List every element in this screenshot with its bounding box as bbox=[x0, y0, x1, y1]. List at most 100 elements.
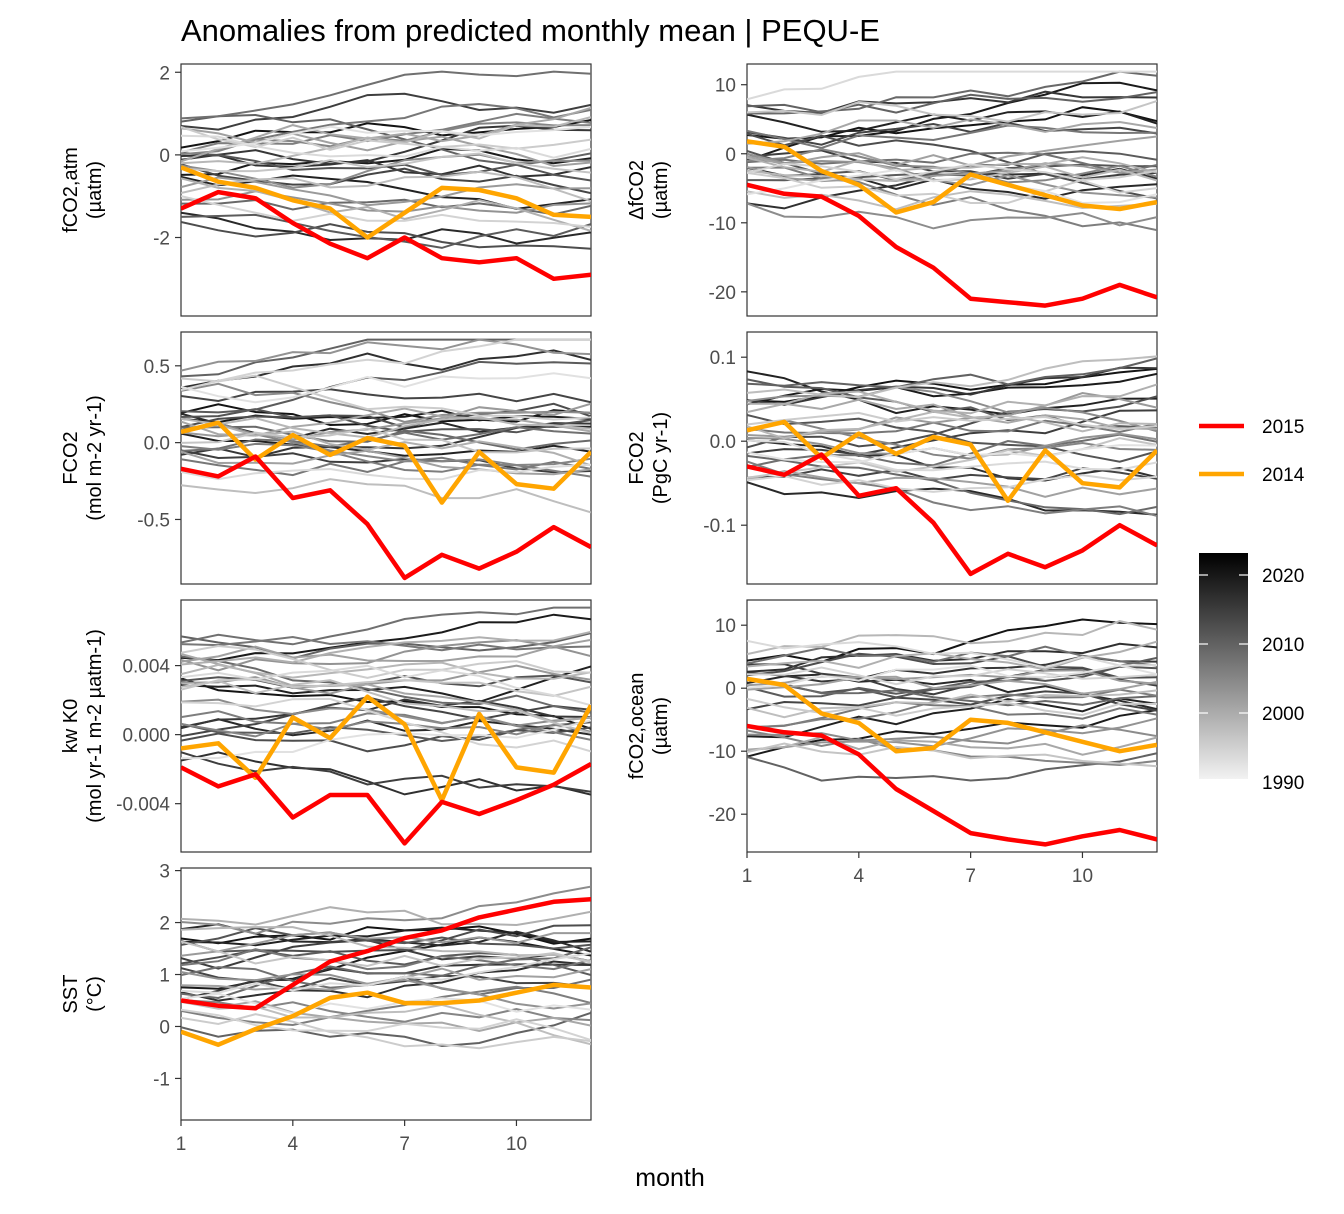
series-line-background-year bbox=[747, 414, 1157, 463]
series-line-2015 bbox=[747, 452, 1157, 577]
y-tick-label: -20 bbox=[709, 283, 736, 304]
series-line-background-year bbox=[181, 127, 591, 168]
y-tick-label: -10 bbox=[709, 214, 736, 235]
series-line-background-year bbox=[181, 720, 591, 738]
series-line-background-year bbox=[181, 427, 591, 454]
x-tick-label: 7 bbox=[399, 1134, 410, 1155]
series-line-2015 bbox=[181, 896, 591, 1011]
series-line-2015 bbox=[747, 182, 1157, 308]
panel-fCO2_atm: 2 0 -2 fCO2,atm (µatm) bbox=[60, 63, 592, 317]
series-line-background-year bbox=[181, 1013, 591, 1050]
series-line-background-year bbox=[747, 666, 1157, 686]
series-line-background-year bbox=[181, 195, 591, 228]
series-line-2014 bbox=[181, 165, 591, 240]
series-line-background-year bbox=[747, 729, 1157, 767]
y-tick-label: 2 bbox=[159, 914, 170, 935]
y-tick-label: -0.004 bbox=[116, 795, 170, 816]
series-line-background-year bbox=[747, 410, 1157, 440]
y-tick-label: 2 bbox=[159, 63, 170, 84]
series-line-background-year bbox=[181, 710, 591, 741]
series-line-background-year bbox=[181, 372, 591, 404]
series-line-background-year bbox=[181, 719, 591, 760]
series-line-2014 bbox=[747, 139, 1157, 215]
plot-area bbox=[181, 338, 591, 581]
series-line-background-year bbox=[747, 697, 1157, 739]
series-line-background-year bbox=[747, 370, 1157, 416]
panel-kw_K0: 0.004 0.000 -0.004 kw K0 (mol yr-1 m-2 µatm-… bbox=[60, 599, 592, 853]
series-line-background-year bbox=[181, 426, 591, 452]
series-line-background-year bbox=[747, 460, 1157, 517]
series-line-background-year bbox=[181, 119, 591, 149]
series-line-background-year bbox=[181, 152, 591, 174]
series-line-background-year bbox=[181, 697, 591, 753]
y-tick-label: -0.1 bbox=[703, 516, 736, 537]
series-line-background-year bbox=[181, 1008, 591, 1042]
y-axis-label-line: (PgC yr-1) bbox=[650, 412, 672, 504]
series-line-background-year bbox=[747, 620, 1157, 656]
series-line-background-year bbox=[747, 162, 1157, 183]
series-line-background-year bbox=[747, 398, 1157, 430]
y-tick-label: -0.5 bbox=[137, 510, 170, 531]
y-tick-label: 10 bbox=[715, 616, 736, 637]
series-line-background-year bbox=[181, 664, 591, 707]
series-line-background-year bbox=[181, 374, 591, 421]
series-line-background-year bbox=[181, 721, 591, 743]
series-line-background-year bbox=[181, 92, 591, 131]
series-line-2014 bbox=[181, 982, 591, 1047]
series-line-background-year bbox=[747, 169, 1157, 205]
series-line-background-year bbox=[747, 70, 1157, 101]
y-axis-label-line: FCO2 bbox=[626, 431, 648, 484]
colorbar-label-1990: 1990 bbox=[1262, 773, 1304, 794]
plot-area bbox=[747, 70, 1157, 308]
series-line-background-year bbox=[181, 190, 591, 214]
x-tick-label: 10 bbox=[1072, 866, 1093, 887]
series-line-2015 bbox=[181, 454, 591, 581]
y-tick-label: 0 bbox=[725, 679, 736, 700]
series-line-background-year bbox=[747, 118, 1157, 145]
y-axis-label-line: (mol m-2 yr-1) bbox=[84, 395, 106, 521]
series-line-background-year bbox=[181, 613, 591, 662]
y-tick-label: -1 bbox=[153, 1069, 170, 1090]
series-line-background-year bbox=[181, 416, 591, 439]
series-line-background-year bbox=[747, 202, 1157, 230]
series-line-background-year bbox=[747, 70, 1157, 115]
series-line-background-year bbox=[747, 675, 1157, 695]
plot-area bbox=[181, 885, 591, 1050]
series-line-background-year bbox=[747, 664, 1157, 689]
series-line-background-year bbox=[181, 360, 591, 414]
series-line-background-year bbox=[181, 442, 591, 478]
y-tick-label: 0.5 bbox=[144, 357, 170, 378]
series-line-background-year bbox=[181, 125, 591, 151]
series-line-background-year bbox=[747, 357, 1157, 389]
series-line-2015 bbox=[181, 762, 591, 846]
year-colorbar bbox=[1199, 553, 1248, 779]
series-line-background-year bbox=[747, 697, 1157, 717]
chart-title: Anomalies from predicted monthly mean | … bbox=[181, 13, 880, 48]
y-axis-label: ΔfCO2 (µatm) bbox=[626, 160, 672, 220]
series-line-background-year bbox=[747, 652, 1157, 679]
y-tick-label: 0 bbox=[725, 145, 736, 166]
y-axis-label: fCO2,atm (µatm) bbox=[60, 147, 106, 233]
series-line-background-year bbox=[747, 166, 1157, 200]
series-line-background-year bbox=[747, 366, 1157, 406]
y-tick-label: 0.000 bbox=[122, 726, 170, 747]
series-line-background-year bbox=[181, 644, 591, 679]
series-line-background-year bbox=[747, 135, 1157, 167]
panels: 2 0 -2 fCO2,atm (µatm) 10 0 -10 -20 ΔfCO2 (µatm) 0.… bbox=[60, 63, 1158, 1155]
series-line-background-year bbox=[747, 752, 1157, 782]
series-line-background-year bbox=[181, 125, 591, 153]
series-line-background-year bbox=[181, 952, 591, 994]
series-line-background-year bbox=[181, 606, 591, 646]
series-line-background-year bbox=[181, 422, 591, 467]
series-line-background-year bbox=[747, 470, 1157, 498]
y-tick-label: -2 bbox=[153, 229, 170, 250]
series-line-background-year bbox=[747, 411, 1157, 431]
series-line-background-year bbox=[181, 678, 591, 697]
series-line-background-year bbox=[181, 147, 591, 176]
y-axis-label-line: FCO2 bbox=[60, 431, 82, 484]
series-line-2015 bbox=[747, 723, 1157, 847]
x-tick-label: 10 bbox=[506, 1134, 527, 1155]
y-axis-label-line: (°C) bbox=[84, 976, 106, 1012]
x-tick-label: 7 bbox=[965, 866, 976, 887]
series-line-background-year bbox=[181, 661, 591, 680]
